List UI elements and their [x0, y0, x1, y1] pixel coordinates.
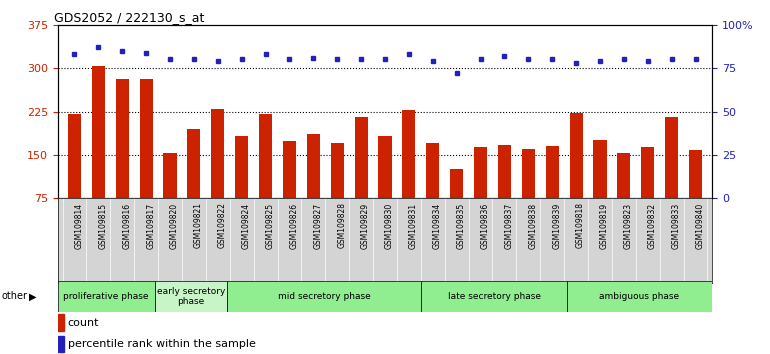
- Bar: [689, 150, 702, 241]
- Bar: [58, 281, 155, 312]
- Text: GSM109836: GSM109836: [480, 202, 490, 249]
- Bar: [227, 281, 421, 312]
- Text: GSM109828: GSM109828: [337, 202, 346, 249]
- Bar: [68, 114, 81, 241]
- Text: GSM109831: GSM109831: [409, 202, 418, 249]
- Bar: [665, 117, 678, 241]
- Text: GSM109824: GSM109824: [242, 202, 251, 249]
- Bar: [594, 141, 607, 241]
- Text: GSM109823: GSM109823: [624, 202, 633, 249]
- Bar: [522, 149, 535, 241]
- Bar: [58, 336, 64, 352]
- Bar: [155, 281, 227, 312]
- Bar: [474, 147, 487, 241]
- Bar: [58, 314, 64, 331]
- Text: GSM109837: GSM109837: [504, 202, 514, 249]
- Bar: [235, 136, 248, 241]
- Text: early secretory
phase: early secretory phase: [157, 287, 226, 306]
- Bar: [116, 79, 129, 241]
- Bar: [163, 153, 176, 241]
- Bar: [641, 147, 654, 241]
- Text: GSM109819: GSM109819: [600, 202, 609, 249]
- Bar: [283, 141, 296, 241]
- Text: GSM109834: GSM109834: [433, 202, 442, 249]
- Bar: [378, 136, 392, 241]
- Text: count: count: [68, 318, 99, 328]
- Text: mid secretory phase: mid secretory phase: [278, 292, 371, 301]
- Text: GSM109822: GSM109822: [218, 202, 227, 249]
- Text: GSM109821: GSM109821: [194, 202, 203, 249]
- Bar: [330, 143, 343, 241]
- Text: GSM109817: GSM109817: [146, 202, 155, 249]
- Text: GSM109816: GSM109816: [122, 202, 131, 249]
- Text: ambiguous phase: ambiguous phase: [600, 292, 680, 301]
- Text: GSM109839: GSM109839: [552, 202, 561, 249]
- Bar: [306, 134, 320, 241]
- Text: GSM109829: GSM109829: [361, 202, 370, 249]
- Bar: [354, 117, 368, 241]
- Text: percentile rank within the sample: percentile rank within the sample: [68, 339, 256, 349]
- Text: late secretory phase: late secretory phase: [447, 292, 541, 301]
- Text: GDS2052 / 222130_s_at: GDS2052 / 222130_s_at: [55, 11, 205, 24]
- Text: GSM109825: GSM109825: [266, 202, 275, 249]
- Text: GSM109826: GSM109826: [290, 202, 299, 249]
- Bar: [618, 153, 631, 241]
- Text: GSM109832: GSM109832: [648, 202, 657, 249]
- Bar: [450, 169, 464, 241]
- Text: GSM109833: GSM109833: [671, 202, 681, 249]
- Text: GSM109827: GSM109827: [313, 202, 323, 249]
- Bar: [92, 67, 105, 241]
- Text: GSM109820: GSM109820: [170, 202, 179, 249]
- Text: GSM109840: GSM109840: [695, 202, 705, 249]
- Bar: [187, 129, 200, 241]
- Bar: [567, 281, 712, 312]
- Text: GSM109814: GSM109814: [75, 202, 83, 249]
- Text: GSM109818: GSM109818: [576, 202, 585, 249]
- Text: GSM109838: GSM109838: [528, 202, 537, 249]
- Bar: [546, 146, 559, 241]
- Text: GSM109830: GSM109830: [385, 202, 394, 249]
- Text: other: other: [2, 291, 28, 302]
- Bar: [570, 113, 583, 241]
- Text: ▶: ▶: [29, 291, 37, 302]
- Bar: [259, 114, 272, 241]
- Text: GSM109815: GSM109815: [99, 202, 107, 249]
- Text: GSM109835: GSM109835: [457, 202, 466, 249]
- Text: proliferative phase: proliferative phase: [63, 292, 149, 301]
- Bar: [139, 79, 152, 241]
- Bar: [211, 109, 224, 241]
- Bar: [427, 143, 440, 241]
- Bar: [498, 145, 511, 241]
- Bar: [421, 281, 567, 312]
- Bar: [402, 110, 416, 241]
